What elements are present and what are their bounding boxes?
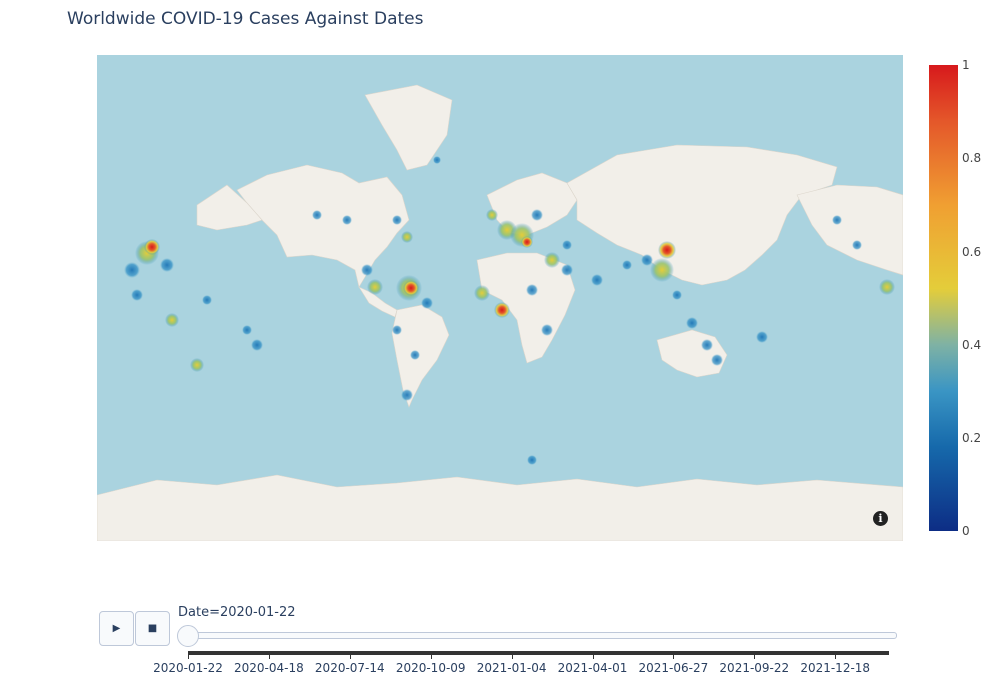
slider-tick-mark — [754, 655, 756, 659]
date-slider-handle[interactable] — [177, 625, 199, 647]
slider-tick-mark — [511, 655, 513, 659]
slider-tick-label[interactable]: 2020-10-09 — [395, 661, 466, 675]
colorbar-tick: 1 — [962, 58, 970, 72]
slider-tick-mark — [268, 655, 270, 659]
slider-tick-label[interactable]: 2021-01-04 — [476, 661, 547, 675]
slider-tick-label[interactable]: 2021-09-22 — [719, 661, 790, 675]
colorbar — [929, 65, 958, 531]
colorbar-tick: 0.4 — [962, 338, 982, 352]
slider-tick-label[interactable]: 2020-01-22 — [153, 661, 223, 675]
date-slider-track[interactable] — [179, 632, 897, 639]
slider-tick-mark — [673, 655, 675, 659]
slider-tick-mark — [592, 655, 594, 659]
slider-axis — [188, 651, 889, 655]
stop-icon: ■ — [147, 623, 158, 634]
map-base — [97, 84, 903, 541]
slider-tick-mark — [349, 655, 351, 659]
slider-tick-label[interactable]: 2020-04-18 — [234, 661, 304, 675]
density-map[interactable]: i — [97, 55, 903, 541]
colorbar-tick: 0.8 — [962, 151, 982, 165]
colorbar-tick: 0 — [962, 524, 970, 538]
play-icon: ▶ — [112, 623, 121, 634]
current-date-label: Date=2020-01-22 — [178, 605, 296, 620]
play-button[interactable]: ▶ — [99, 611, 134, 646]
slider-tick-label[interactable]: 2021-04-01 — [557, 661, 628, 675]
slider-tick-mark — [188, 655, 189, 659]
colorbar-tick: 0.2 — [962, 431, 982, 445]
stop-button[interactable]: ■ — [135, 611, 170, 646]
chart-title: Worldwide COVID-19 Cases Against Dates — [67, 9, 424, 29]
slider-tick-mark — [430, 655, 432, 659]
colorbar-tick: 0.6 — [962, 245, 982, 259]
info-icon[interactable]: i — [873, 511, 888, 526]
slider-tick-label[interactable]: 2021-12-18 — [800, 661, 871, 675]
slider-tick-label[interactable]: 2020-07-14 — [314, 661, 385, 675]
slider-tick-mark — [835, 655, 837, 659]
slider-tick-label[interactable]: 2021-06-27 — [638, 661, 709, 675]
